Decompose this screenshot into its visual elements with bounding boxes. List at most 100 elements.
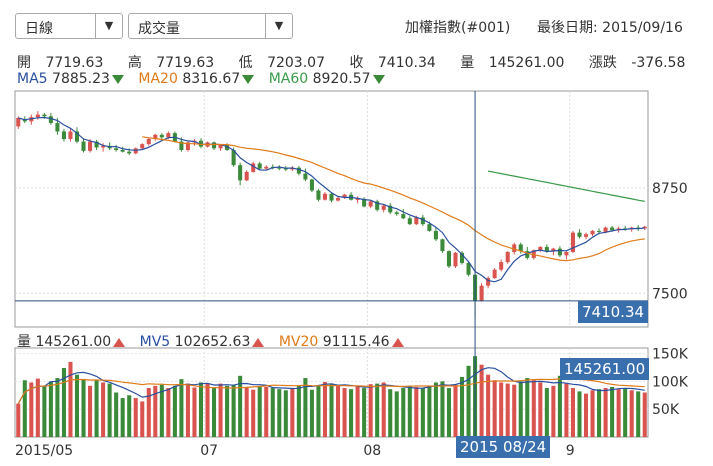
high-stat: 高 7719.63	[127, 55, 215, 71]
open-stat: 開 7719.63	[17, 55, 104, 71]
volume-bar	[518, 381, 523, 437]
volume-bar	[355, 385, 360, 437]
candle-body	[283, 168, 288, 170]
candle-body	[433, 230, 438, 240]
candle-body	[309, 179, 314, 191]
period-select[interactable]: 日線 ▼	[15, 13, 123, 39]
volume-bar	[420, 388, 425, 437]
candle-body	[88, 141, 93, 151]
volume-bar	[590, 390, 595, 437]
candle-body	[146, 139, 151, 145]
volume-tick-label: 100K	[652, 374, 689, 390]
candle-body	[610, 227, 615, 231]
volume-bar	[570, 388, 575, 437]
candle-body	[303, 173, 308, 180]
volume-bar	[48, 381, 53, 437]
volume-bar	[336, 384, 341, 437]
volume-bar	[362, 388, 367, 437]
volume-bar	[35, 378, 40, 437]
candle-body	[479, 285, 484, 301]
price-tick-label: 8750	[652, 181, 688, 197]
volume-bar	[81, 379, 86, 437]
candle-body	[22, 119, 27, 122]
candle-body	[551, 248, 556, 252]
chevron-down-icon[interactable]: ▼	[95, 14, 122, 38]
volume-bar	[16, 403, 21, 437]
candle-body	[120, 150, 125, 152]
volume-legend: 量 145261.00 MV5 102652.63 MV20 91115.46	[17, 331, 414, 351]
up-triangle-icon	[391, 337, 404, 347]
candle-body	[544, 246, 549, 252]
volume-bar	[499, 382, 504, 437]
crosshair-price-label: 7410.34	[578, 301, 649, 323]
candle-body	[55, 123, 60, 132]
candle-body	[525, 251, 530, 258]
volume-tick-label: 150K	[652, 347, 689, 363]
change-stat: 漲跌 -376.58	[588, 55, 686, 71]
candle-body	[296, 167, 301, 174]
volume-bar	[198, 382, 204, 437]
candle-body	[414, 217, 419, 225]
volume-bar	[257, 385, 262, 437]
ma20-legend: MA20 8316.67	[138, 71, 255, 87]
candle-body	[427, 224, 432, 231]
up-triangle-icon	[252, 337, 265, 347]
candle-body	[68, 131, 73, 140]
volume-bar	[557, 375, 562, 437]
up-triangle-icon	[113, 337, 126, 347]
candle-body	[505, 251, 510, 263]
volume-bar	[146, 388, 151, 437]
volume-bar	[74, 374, 80, 437]
volume-bar	[192, 387, 197, 437]
x-tick-label: 08	[363, 443, 381, 459]
volume-bar	[349, 389, 354, 437]
vol-legend: 量 145261.00	[17, 334, 126, 350]
volume-bar	[290, 388, 295, 437]
indicator-select[interactable]: 成交量 ▼	[128, 13, 293, 39]
candle-body	[336, 198, 341, 201]
ma60-line	[487, 170, 645, 202]
volume-bar	[459, 376, 465, 437]
candle-body	[381, 205, 386, 210]
volume-bar	[407, 385, 412, 437]
volume-bar	[636, 391, 641, 437]
volume-bar	[231, 384, 236, 437]
volume-bar	[61, 368, 66, 437]
volume-bar	[185, 383, 190, 437]
candle-body	[185, 142, 190, 150]
volume-bar	[564, 383, 569, 437]
volume-bar	[55, 378, 60, 437]
volume-bar	[114, 392, 119, 437]
candle-body	[166, 133, 171, 138]
candle-body	[231, 150, 236, 166]
volume-bar	[101, 382, 106, 437]
candle-body	[401, 214, 406, 219]
candle-body	[518, 244, 523, 252]
low-stat: 低 7203.07	[238, 55, 325, 71]
candle-body	[316, 190, 321, 200]
index-name: 加權指數(#001)	[405, 20, 511, 36]
candle-body	[636, 227, 641, 229]
candle-body	[264, 166, 269, 169]
candle-body	[277, 167, 282, 169]
candle-body	[212, 142, 217, 149]
volume-bar	[322, 381, 327, 437]
volume-bar	[283, 390, 288, 437]
candle-body	[179, 141, 184, 150]
volume-bar	[453, 384, 458, 437]
ohlc-row: 開 7719.63 高 7719.63 低 7203.07 收 7410.34 …	[17, 52, 705, 72]
period-select-value: 日線	[25, 21, 53, 37]
chevron-down-icon[interactable]: ▼	[265, 14, 292, 38]
volume-bar	[251, 389, 256, 437]
volume-bar	[166, 388, 171, 437]
volume-bar	[375, 383, 380, 437]
mv5-legend: MV5 102652.63	[140, 334, 265, 350]
volume-bar	[629, 390, 634, 437]
candle-body	[225, 144, 230, 150]
volume-bar	[22, 380, 27, 437]
volume-bar	[505, 383, 510, 437]
candle-body	[453, 252, 458, 267]
ma-legend: MA5 7885.23 MA20 8316.67 MA60 8920.57	[17, 71, 395, 87]
volume-bar	[127, 395, 132, 437]
